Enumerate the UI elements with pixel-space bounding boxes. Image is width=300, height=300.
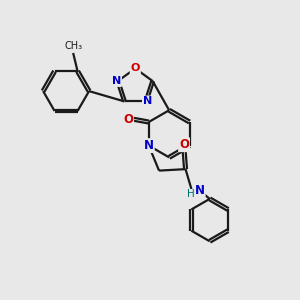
Text: N: N [195,184,205,197]
Text: O: O [123,112,133,126]
Text: N: N [112,76,121,86]
Text: H: H [187,190,195,200]
Text: CH₃: CH₃ [64,41,82,51]
Text: O: O [179,138,189,151]
Text: N: N [143,97,152,106]
Text: O: O [130,63,140,74]
Text: N: N [144,139,154,152]
